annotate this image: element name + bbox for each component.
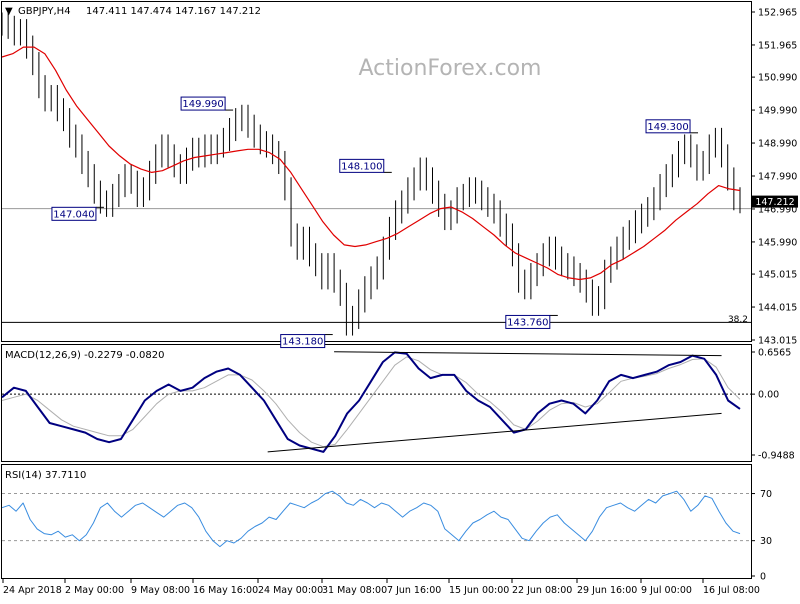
current-price-tag <box>752 195 798 208</box>
annotation-label: 148.100 <box>341 161 382 172</box>
time-tick-label: 29 Jun 16:00 <box>577 585 637 596</box>
rsi-series <box>1 490 751 548</box>
macd-y-axis: 0.6565 0.00 -0.9488 <box>751 348 795 462</box>
annotation-box <box>505 314 551 329</box>
price-tick-label: 152.965 <box>758 8 797 19</box>
price-tick-label: 145.015 <box>758 270 797 281</box>
time-tick-label: 15 Jun 00:00 <box>449 585 509 596</box>
header-symbol: GBPJPY,H4 <box>18 6 71 17</box>
rsi-title: RSI(14) 37.7110 <box>5 470 86 481</box>
macd-tick-label: 0.00 <box>758 390 779 401</box>
macd-trendline <box>334 351 722 357</box>
price-panel-frame <box>1 1 752 342</box>
rsi-tick-label: 30 <box>760 536 772 547</box>
price-tick-label: 144.015 <box>758 303 797 314</box>
fib-level-label: 38.2 <box>728 315 748 325</box>
price-tick-label: 150.990 <box>758 73 797 84</box>
price-tick-label: 147.990 <box>758 172 797 183</box>
macd-title: MACD(12,26,9) -0.2279 -0.0820 <box>5 350 165 361</box>
annotation-box <box>645 119 691 134</box>
macd-signal-line <box>1 356 741 448</box>
time-tick-label: 16 Jul 08:00 <box>703 585 760 596</box>
time-tick-label: 24 May 00:00 <box>258 585 323 596</box>
price-tick-label: 149.990 <box>758 106 797 117</box>
time-tick-label: 22 Jun 08:00 <box>512 585 572 596</box>
time-x-axis: 24 Apr 2018 2 May 00:00 9 May 08:00 16 May … <box>2 578 760 596</box>
macd-tick-label: -0.9488 <box>758 451 795 462</box>
annotation-box <box>180 96 226 111</box>
watermark-text: ActionForex.com <box>359 56 542 81</box>
rsi-tick-label: 70 <box>760 489 772 500</box>
price-tick-label: 145.990 <box>758 237 797 248</box>
annotation-box <box>339 158 385 173</box>
macd-panel-frame <box>1 344 752 462</box>
price-levels <box>2 208 751 323</box>
header-ohlc: 147.411 147.474 147.167 147.212 <box>86 6 261 17</box>
time-tick-label: 9 May 08:00 <box>131 585 190 596</box>
time-tick-label: 7 Jun 16:00 <box>387 585 441 596</box>
time-tick-label: 31 May 08:00 <box>322 585 387 596</box>
time-tick-label: 2 May 00:00 <box>65 585 124 596</box>
macd-trendline <box>267 412 722 453</box>
annotation-box <box>51 206 97 221</box>
rsi-panel-frame <box>1 464 752 579</box>
rsi-y-axis: 70 30 0 <box>751 489 772 583</box>
price-tick-label: 143.015 <box>758 336 797 347</box>
price-annotations: 149.990 147.040 143.180 148.100 143.760 149.3… <box>51 96 699 349</box>
price-series <box>1 12 741 336</box>
annotation-label: 149.990 <box>182 99 223 110</box>
rsi-tick-label: 0 <box>760 572 766 583</box>
rsi-line <box>1 490 741 548</box>
price-tick-label: 148.990 <box>758 139 797 150</box>
price-tick-label: 151.965 <box>758 40 797 51</box>
annotation-label: 149.300 <box>647 122 688 133</box>
time-tick-label: 24 Apr 2018 <box>3 585 62 596</box>
macd-tick-label: 0.6565 <box>758 348 791 359</box>
annotation-label: 147.040 <box>53 209 94 220</box>
header-arrow-icon: ▼ <box>5 6 13 17</box>
price-y-axis: 152.965 151.965 150.990 149.990 148.990 147.9… <box>751 8 797 347</box>
moving-average-line <box>1 46 741 281</box>
price-tick-label: 146.990 <box>758 204 797 215</box>
annotation-label: 143.180 <box>282 337 323 348</box>
time-tick-label: 9 Jul 00:00 <box>641 585 692 596</box>
macd-line <box>1 351 741 453</box>
macd-series <box>1 351 751 453</box>
current-price-label: 147.212 <box>755 197 794 208</box>
annotation-box <box>280 334 326 349</box>
annotation-label: 143.760 <box>507 317 548 328</box>
time-tick-label: 16 May 16:00 <box>193 585 258 596</box>
